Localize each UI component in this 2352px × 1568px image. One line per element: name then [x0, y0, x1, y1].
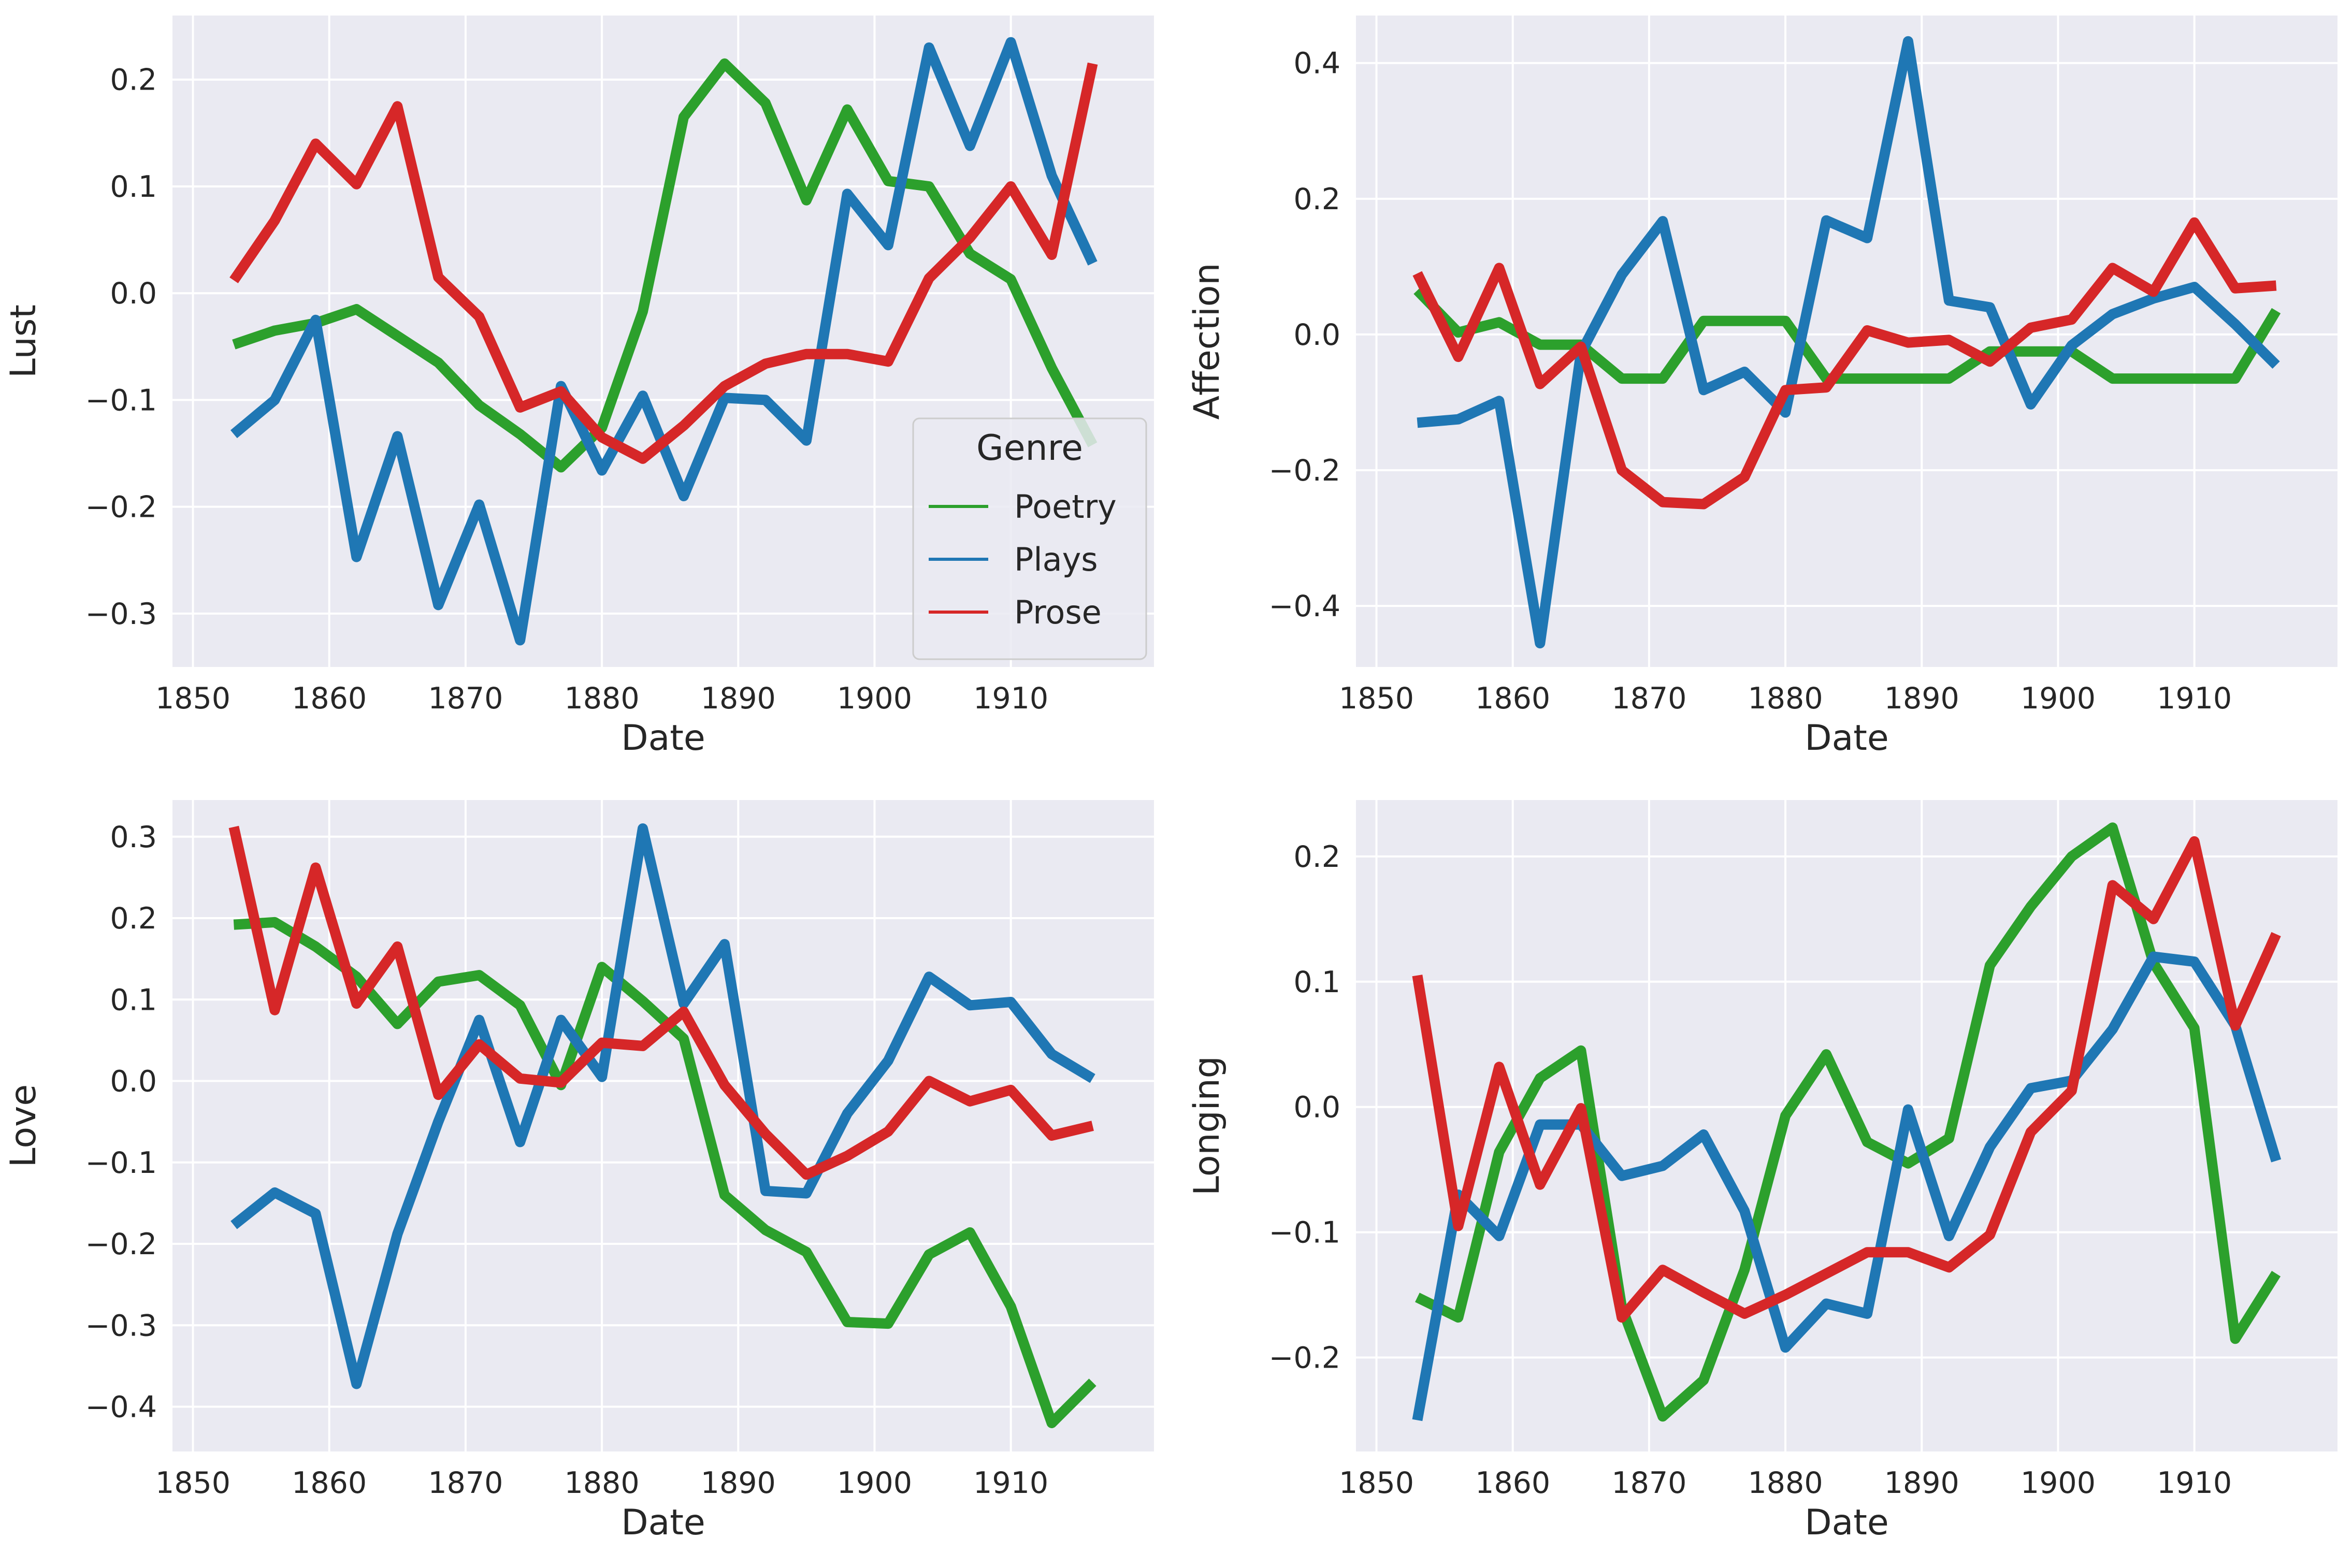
y-tick-label: 0.0 — [1293, 1091, 1340, 1125]
series-line-prose — [229, 62, 1098, 464]
y-tick-label: 0.0 — [110, 277, 157, 311]
y-tick-label: 0.0 — [1293, 318, 1340, 352]
legend-frame — [912, 417, 1147, 660]
y-tick-label: 0.3 — [110, 820, 157, 854]
y-axis-label: Lust — [3, 304, 44, 378]
x-tick-label: 1880 — [565, 681, 640, 716]
x-tick-label: 1860 — [1475, 681, 1550, 716]
y-tick-label: −0.1 — [1269, 1216, 1340, 1250]
y-tick-label: −0.2 — [85, 1227, 157, 1261]
y-axis-label: Love — [3, 1084, 44, 1167]
x-tick-label: 1890 — [701, 1466, 776, 1500]
y-tick-label: −0.4 — [85, 1390, 157, 1425]
legend-title: Genre — [976, 428, 1083, 469]
x-tick-label: 1880 — [1748, 681, 1823, 716]
y-tick-label: −0.4 — [1269, 589, 1340, 623]
y-tick-label: −0.2 — [1269, 1341, 1340, 1375]
x-tick-label: 1910 — [973, 1466, 1048, 1500]
x-tick-label: 1870 — [1611, 681, 1686, 716]
x-tick-label: 1910 — [2157, 681, 2232, 716]
subplot-longing: 1850 1860 1870 1880 1890 1900 1910 0.2 0.1 0.0 −0.… — [1187, 800, 2337, 1543]
x-tick-label: 1860 — [292, 681, 367, 716]
x-axis-label: Date — [1805, 718, 1889, 759]
x-tick-label: 1900 — [2021, 681, 2096, 716]
x-tick-label: 1860 — [292, 1466, 367, 1500]
y-tick-label: −0.1 — [85, 383, 157, 417]
x-tick-label: 1870 — [428, 1466, 503, 1500]
x-axis-label: Date — [621, 718, 705, 759]
subplot-lust: 1850 1860 1870 1880 1890 1900 1910 0.2 0.1 0.0 −0.… — [3, 16, 1154, 759]
series-line-prose — [228, 825, 1094, 1180]
legend-entry-prose: Prose — [1014, 593, 1102, 631]
x-axis-label: Date — [1805, 1502, 1889, 1543]
x-tick-label: 1900 — [837, 681, 912, 716]
series-line-poetry — [1413, 286, 2281, 384]
series-line-poetry — [232, 58, 1098, 473]
y-tick-label: 0.0 — [110, 1065, 157, 1099]
x-tick-label: 1870 — [428, 681, 503, 716]
x-tick-label: 1880 — [1748, 1466, 1823, 1500]
legend: Genre Poetry Plays Prose — [912, 417, 1147, 660]
y-tick-label: −0.3 — [85, 1309, 157, 1343]
y-tick-label: −0.2 — [85, 490, 157, 525]
y-tick-label: 0.2 — [1293, 182, 1340, 216]
series-line-poetry — [1415, 822, 2281, 1422]
legend-entry-poetry: Poetry — [1014, 488, 1117, 526]
x-tick-label: 1850 — [155, 681, 230, 716]
y-tick-label: 0.1 — [110, 983, 157, 1017]
y-tick-label: 0.2 — [110, 902, 157, 936]
x-tick-label: 1890 — [701, 681, 776, 716]
legend-entry-plays: Plays — [1014, 541, 1098, 578]
series-line-prose — [1412, 217, 2277, 510]
subplot-affection: 1850 1860 1870 1880 1890 1900 1910 0.4 0.2 0.0 −0.… — [1187, 16, 2337, 759]
subplot-love: 1850 1860 1870 1880 1890 1900 1910 0.3 0.2 0.1 0.0… — [3, 800, 1154, 1543]
series-line-plays — [1417, 36, 2280, 649]
series-line-poetry — [233, 917, 1096, 1428]
y-tick-label: −0.1 — [85, 1146, 157, 1180]
x-tick-label: 1850 — [1339, 1466, 1414, 1500]
y-tick-label: 0.1 — [1293, 965, 1340, 999]
plot-area — [1356, 800, 2337, 1451]
x-tick-label: 1850 — [155, 1466, 230, 1500]
x-tick-label: 1850 — [1339, 681, 1414, 716]
x-tick-label: 1910 — [2157, 1466, 2232, 1500]
y-tick-label: −0.2 — [1269, 454, 1340, 488]
x-tick-label: 1870 — [1611, 1466, 1686, 1500]
x-tick-label: 1900 — [2021, 1466, 2096, 1500]
y-tick-label: −0.3 — [85, 597, 157, 631]
series-line-plays — [1412, 951, 2282, 1421]
plot-area — [1356, 16, 2337, 667]
y-tick-label: 0.1 — [110, 170, 157, 204]
x-tick-label: 1890 — [1884, 681, 1959, 716]
series-line-plays — [230, 823, 1095, 1389]
x-tick-label: 1910 — [973, 681, 1048, 716]
y-tick-label: 0.4 — [1293, 47, 1340, 81]
x-tick-label: 1900 — [837, 1466, 912, 1500]
y-axis-label: Longing — [1187, 1056, 1228, 1196]
x-tick-label: 1890 — [1884, 1466, 1959, 1500]
x-tick-label: 1860 — [1475, 1466, 1550, 1500]
y-axis-label: Affection — [1187, 263, 1228, 420]
x-axis-label: Date — [621, 1502, 705, 1543]
x-tick-label: 1880 — [565, 1466, 640, 1500]
y-tick-label: 0.2 — [1293, 840, 1340, 874]
series-line-prose — [1412, 836, 2281, 1323]
y-tick-label: 0.2 — [110, 63, 157, 97]
